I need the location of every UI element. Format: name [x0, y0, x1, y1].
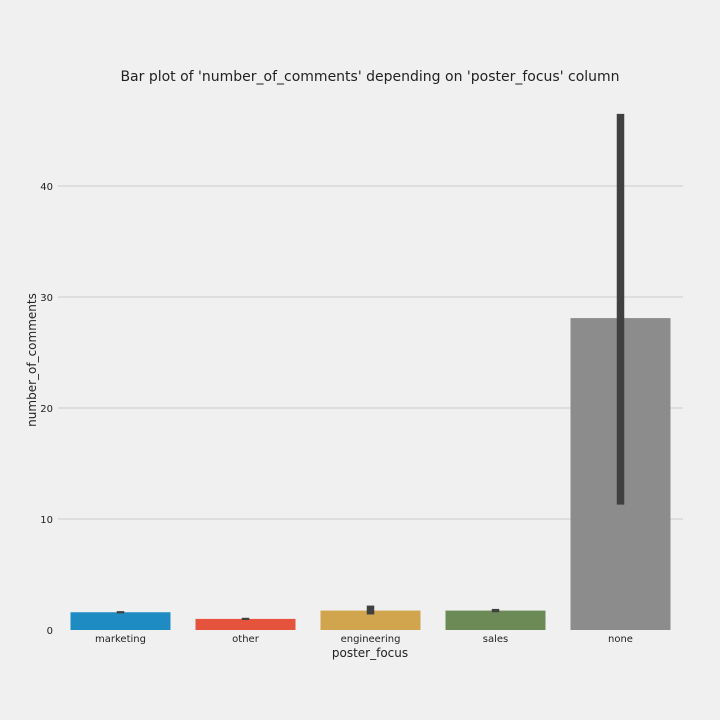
- x-tick-engineering: engineering: [341, 634, 401, 645]
- bars: [70, 318, 671, 630]
- y-tick-30: 30: [40, 293, 53, 304]
- y-tick-10: 10: [40, 515, 53, 526]
- x-tick-marketing: marketing: [95, 634, 146, 645]
- y-tick-20: 20: [40, 404, 53, 415]
- bar-marketing: [70, 612, 171, 630]
- y-tick-labels: 0 10 20 30 40: [40, 182, 53, 637]
- y-axis-label: number_of_comments: [25, 293, 39, 427]
- bar-other: [195, 618, 296, 630]
- x-tick-none: none: [608, 634, 633, 645]
- x-tick-labels: marketing other engineering sales none: [95, 634, 633, 645]
- error-bars: [116, 113, 625, 621]
- x-tick-other: other: [232, 634, 260, 645]
- x-axis-label: poster_focus: [332, 646, 408, 660]
- y-tick-40: 40: [40, 182, 53, 193]
- bar-engineering: [320, 610, 421, 630]
- bar-sales: [445, 610, 546, 630]
- chart-title: Bar plot of 'number_of_comments' dependi…: [120, 69, 619, 85]
- y-tick-0: 0: [47, 626, 53, 637]
- x-tick-sales: sales: [483, 634, 508, 645]
